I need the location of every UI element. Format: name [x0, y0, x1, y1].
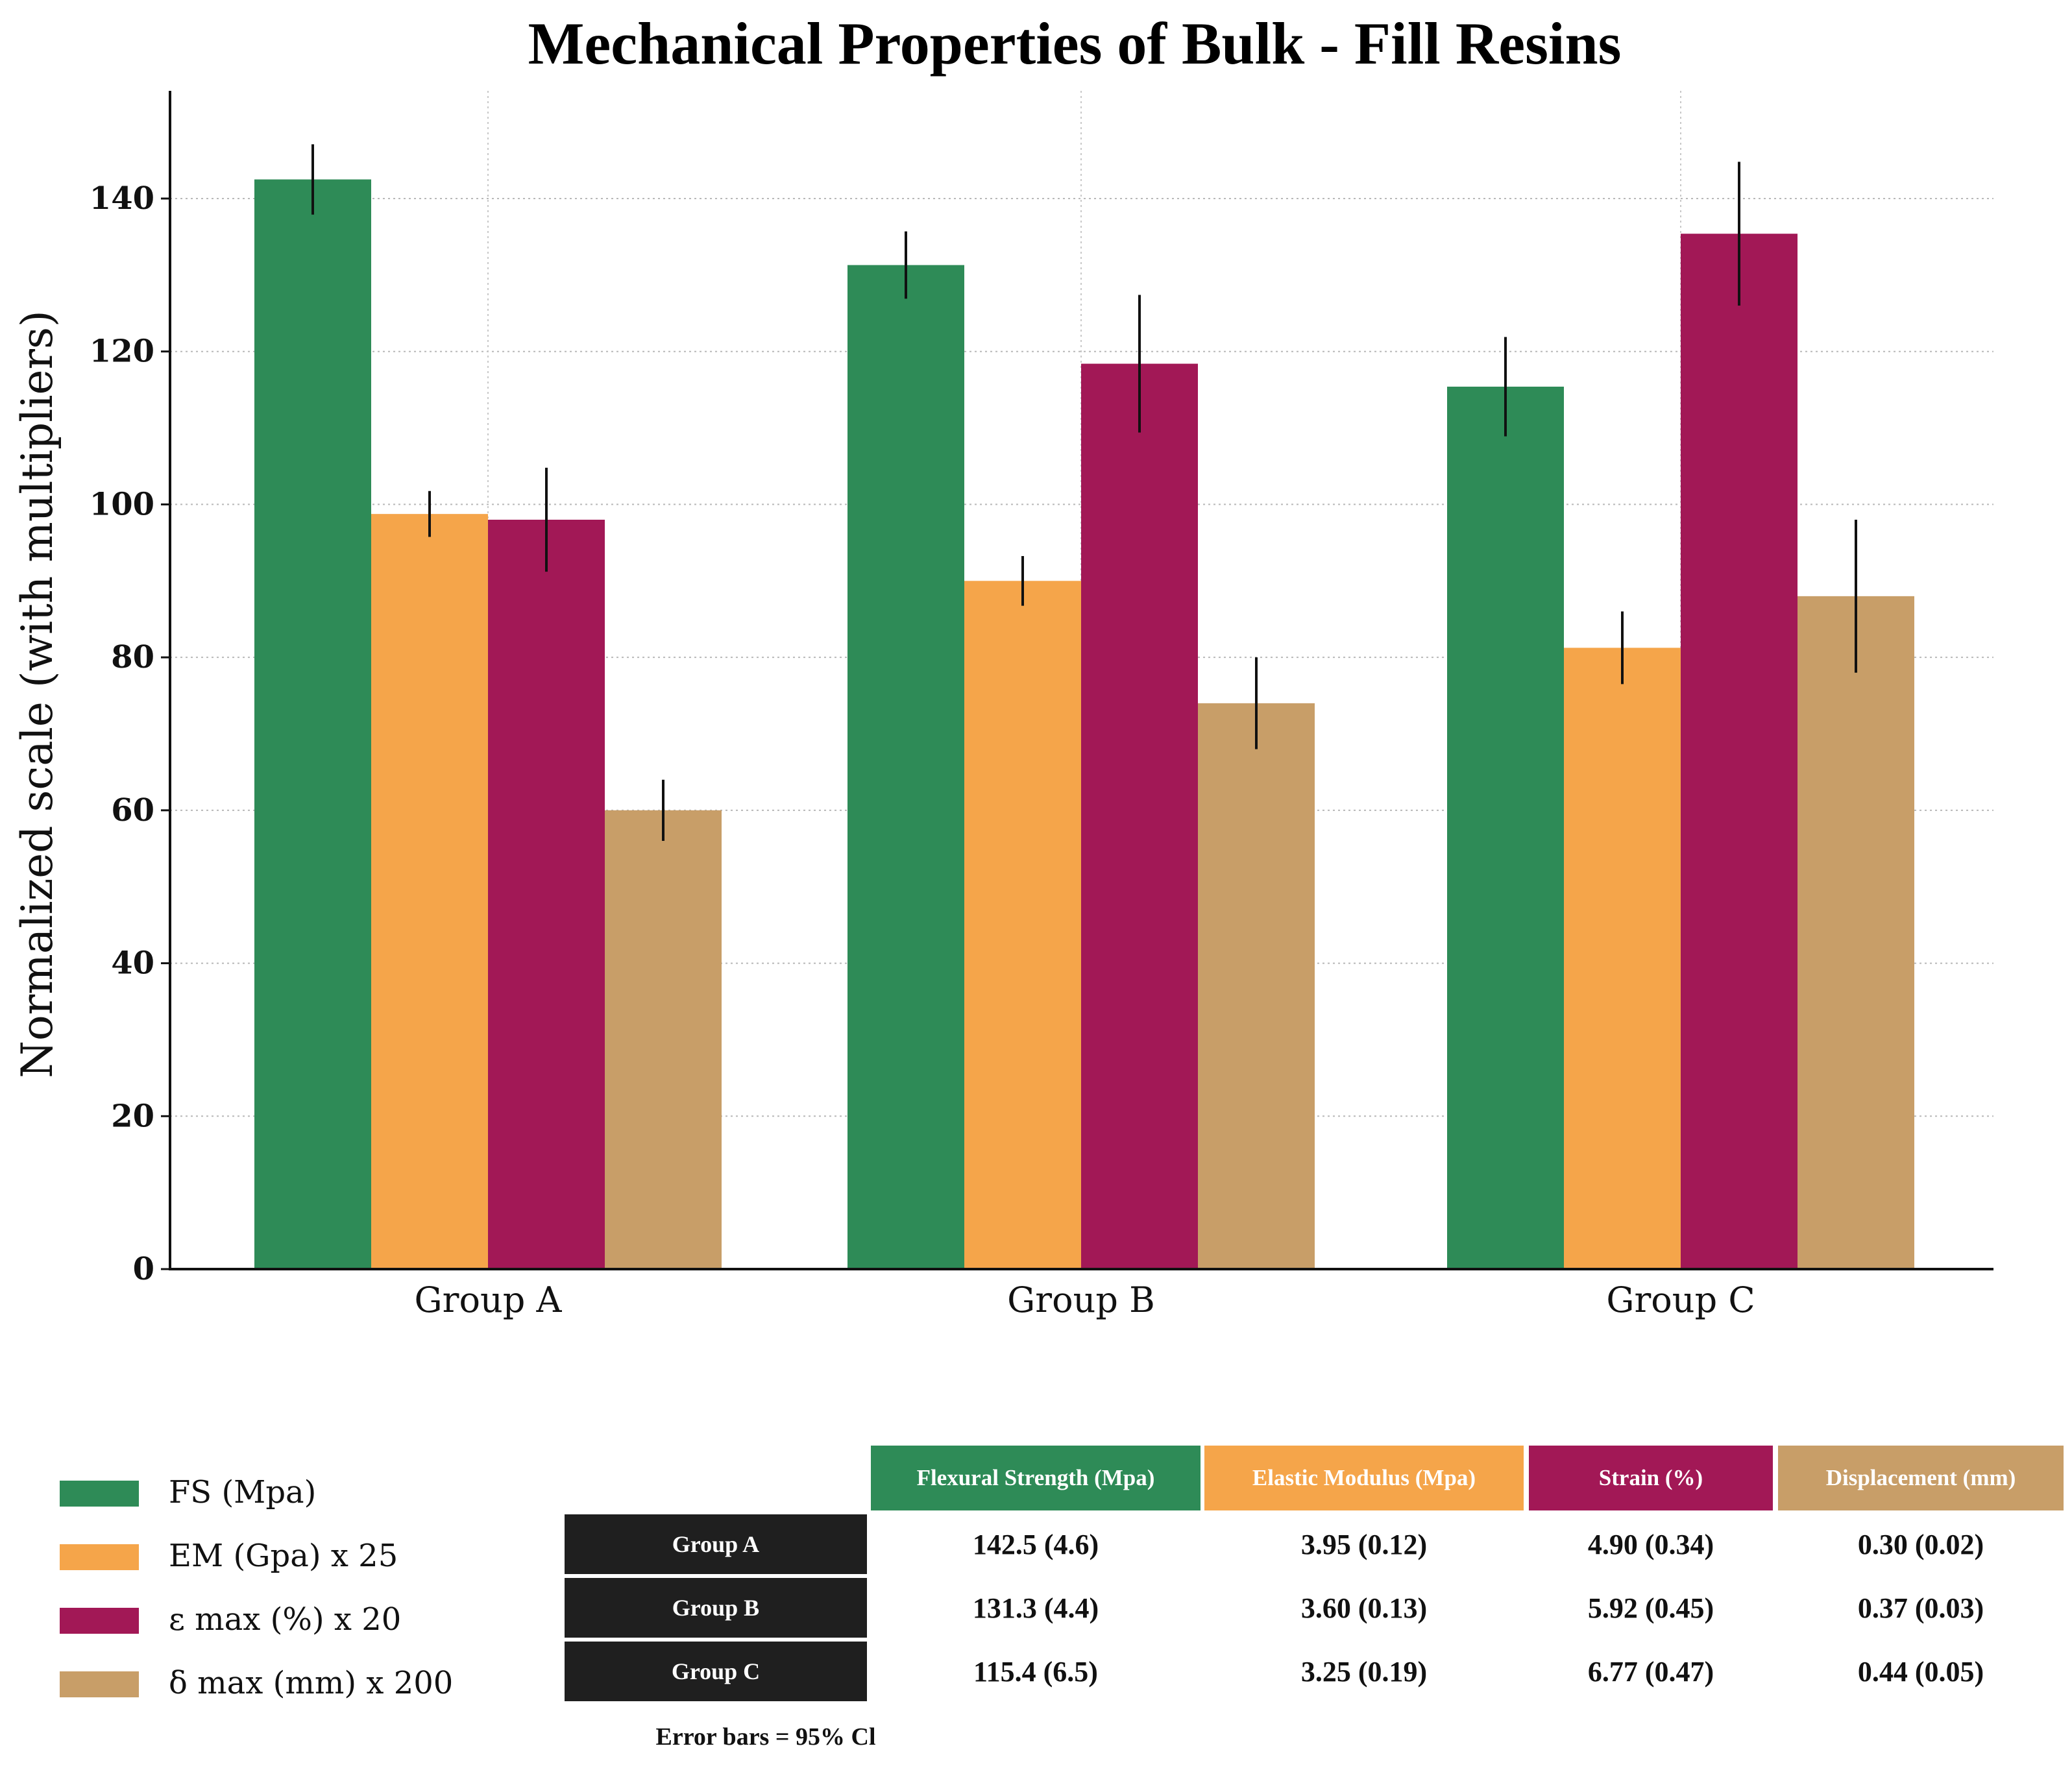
x-tick-label: Group A [415, 1279, 563, 1320]
legend-swatch [60, 1481, 139, 1507]
y-tick-label: 40 [111, 945, 154, 982]
legend-label: EM (Gpa) x 25 [169, 1538, 398, 1574]
legend-item: EM (Gpa) x 25 [60, 1536, 553, 1575]
table-cell: 5.92 (0.45) [1587, 1592, 1714, 1624]
error-bars [311, 144, 1857, 841]
bar [1681, 234, 1798, 1269]
table-cell: 3.95 (0.12) [1300, 1528, 1428, 1560]
bar [847, 265, 964, 1270]
legend-item: δ max (mm) x 200 [60, 1664, 553, 1703]
bar [254, 179, 371, 1270]
table-header-flexural-strength: Flexural Strength (Mpa) [871, 1446, 1201, 1510]
bars [254, 179, 1914, 1270]
y-tick-label: 120 [90, 333, 154, 370]
bar [1564, 648, 1681, 1269]
y-tick-label: 100 [90, 486, 154, 522]
y-tick-label: 0 [133, 1251, 154, 1287]
bar [964, 581, 1081, 1270]
table-header-elastic-modulus: Elastic Modulus (Mpa) [1204, 1446, 1524, 1510]
legend-item: ε max (%) x 20 [60, 1600, 553, 1639]
legend-label: δ max (mm) x 200 [169, 1665, 454, 1701]
bar [1798, 596, 1914, 1269]
footnote: Error bars = 95% Cl [655, 1723, 876, 1751]
bar [371, 514, 488, 1270]
y-axis-label: Normalized scale (with multipliers) [12, 310, 62, 1078]
table-cell: 115.4 (6.5) [973, 1655, 1098, 1688]
y-tick-labels: 0 20 40 60 80 100 120 140 [90, 180, 170, 1287]
x-tick-labels: Group A Group B Group C [415, 1279, 1755, 1320]
chart-title: Mechanical Properties of Bulk - Fill Res… [528, 10, 1622, 77]
legend-label: FS (Mpa) [169, 1474, 317, 1510]
table-row-header-group-b: Group B [565, 1578, 867, 1638]
table-cell: 0.37 (0.03) [1857, 1592, 1984, 1624]
table-cell: 142.5 (4.6) [972, 1528, 1099, 1560]
table-cell: 6.77 (0.47) [1587, 1655, 1714, 1688]
y-tick-label: 20 [111, 1098, 154, 1134]
table-row-header-group-a: Group A [565, 1514, 867, 1574]
bar [1198, 703, 1315, 1269]
table-cell: 4.90 (0.34) [1587, 1528, 1714, 1560]
legend-item: FS (Mpa) [60, 1473, 553, 1512]
bar [605, 810, 722, 1269]
bar [488, 520, 605, 1269]
legend-swatch [60, 1608, 139, 1634]
legend-swatch [60, 1671, 139, 1697]
y-tick-label: 60 [111, 792, 154, 829]
bar [1081, 363, 1198, 1269]
table-cell: 0.30 (0.02) [1857, 1528, 1984, 1560]
axes [169, 91, 1993, 1270]
y-tick-label: 140 [90, 180, 154, 217]
table-row-header-group-c: Group C [565, 1642, 867, 1701]
table-cell: 0.44 (0.05) [1857, 1655, 1984, 1688]
bar [1447, 386, 1564, 1269]
x-tick-label: Group B [1007, 1279, 1155, 1320]
bar-chart: Mechanical Properties of Bulk - Fill Res… [12, 10, 1993, 1320]
table-cell: 131.3 (4.4) [972, 1592, 1099, 1624]
y-tick-label: 80 [111, 639, 154, 675]
table-header-strain: Strain (%) [1529, 1446, 1773, 1510]
legend-label: ε max (%) x 20 [169, 1601, 402, 1638]
table-cell: 3.25 (0.19) [1300, 1655, 1428, 1688]
table-header-displacement: Displacement (mm) [1778, 1446, 2064, 1510]
legend-swatch [60, 1544, 139, 1570]
x-tick-label: Group C [1606, 1279, 1755, 1320]
table-cell: 3.60 (0.13) [1300, 1592, 1428, 1624]
